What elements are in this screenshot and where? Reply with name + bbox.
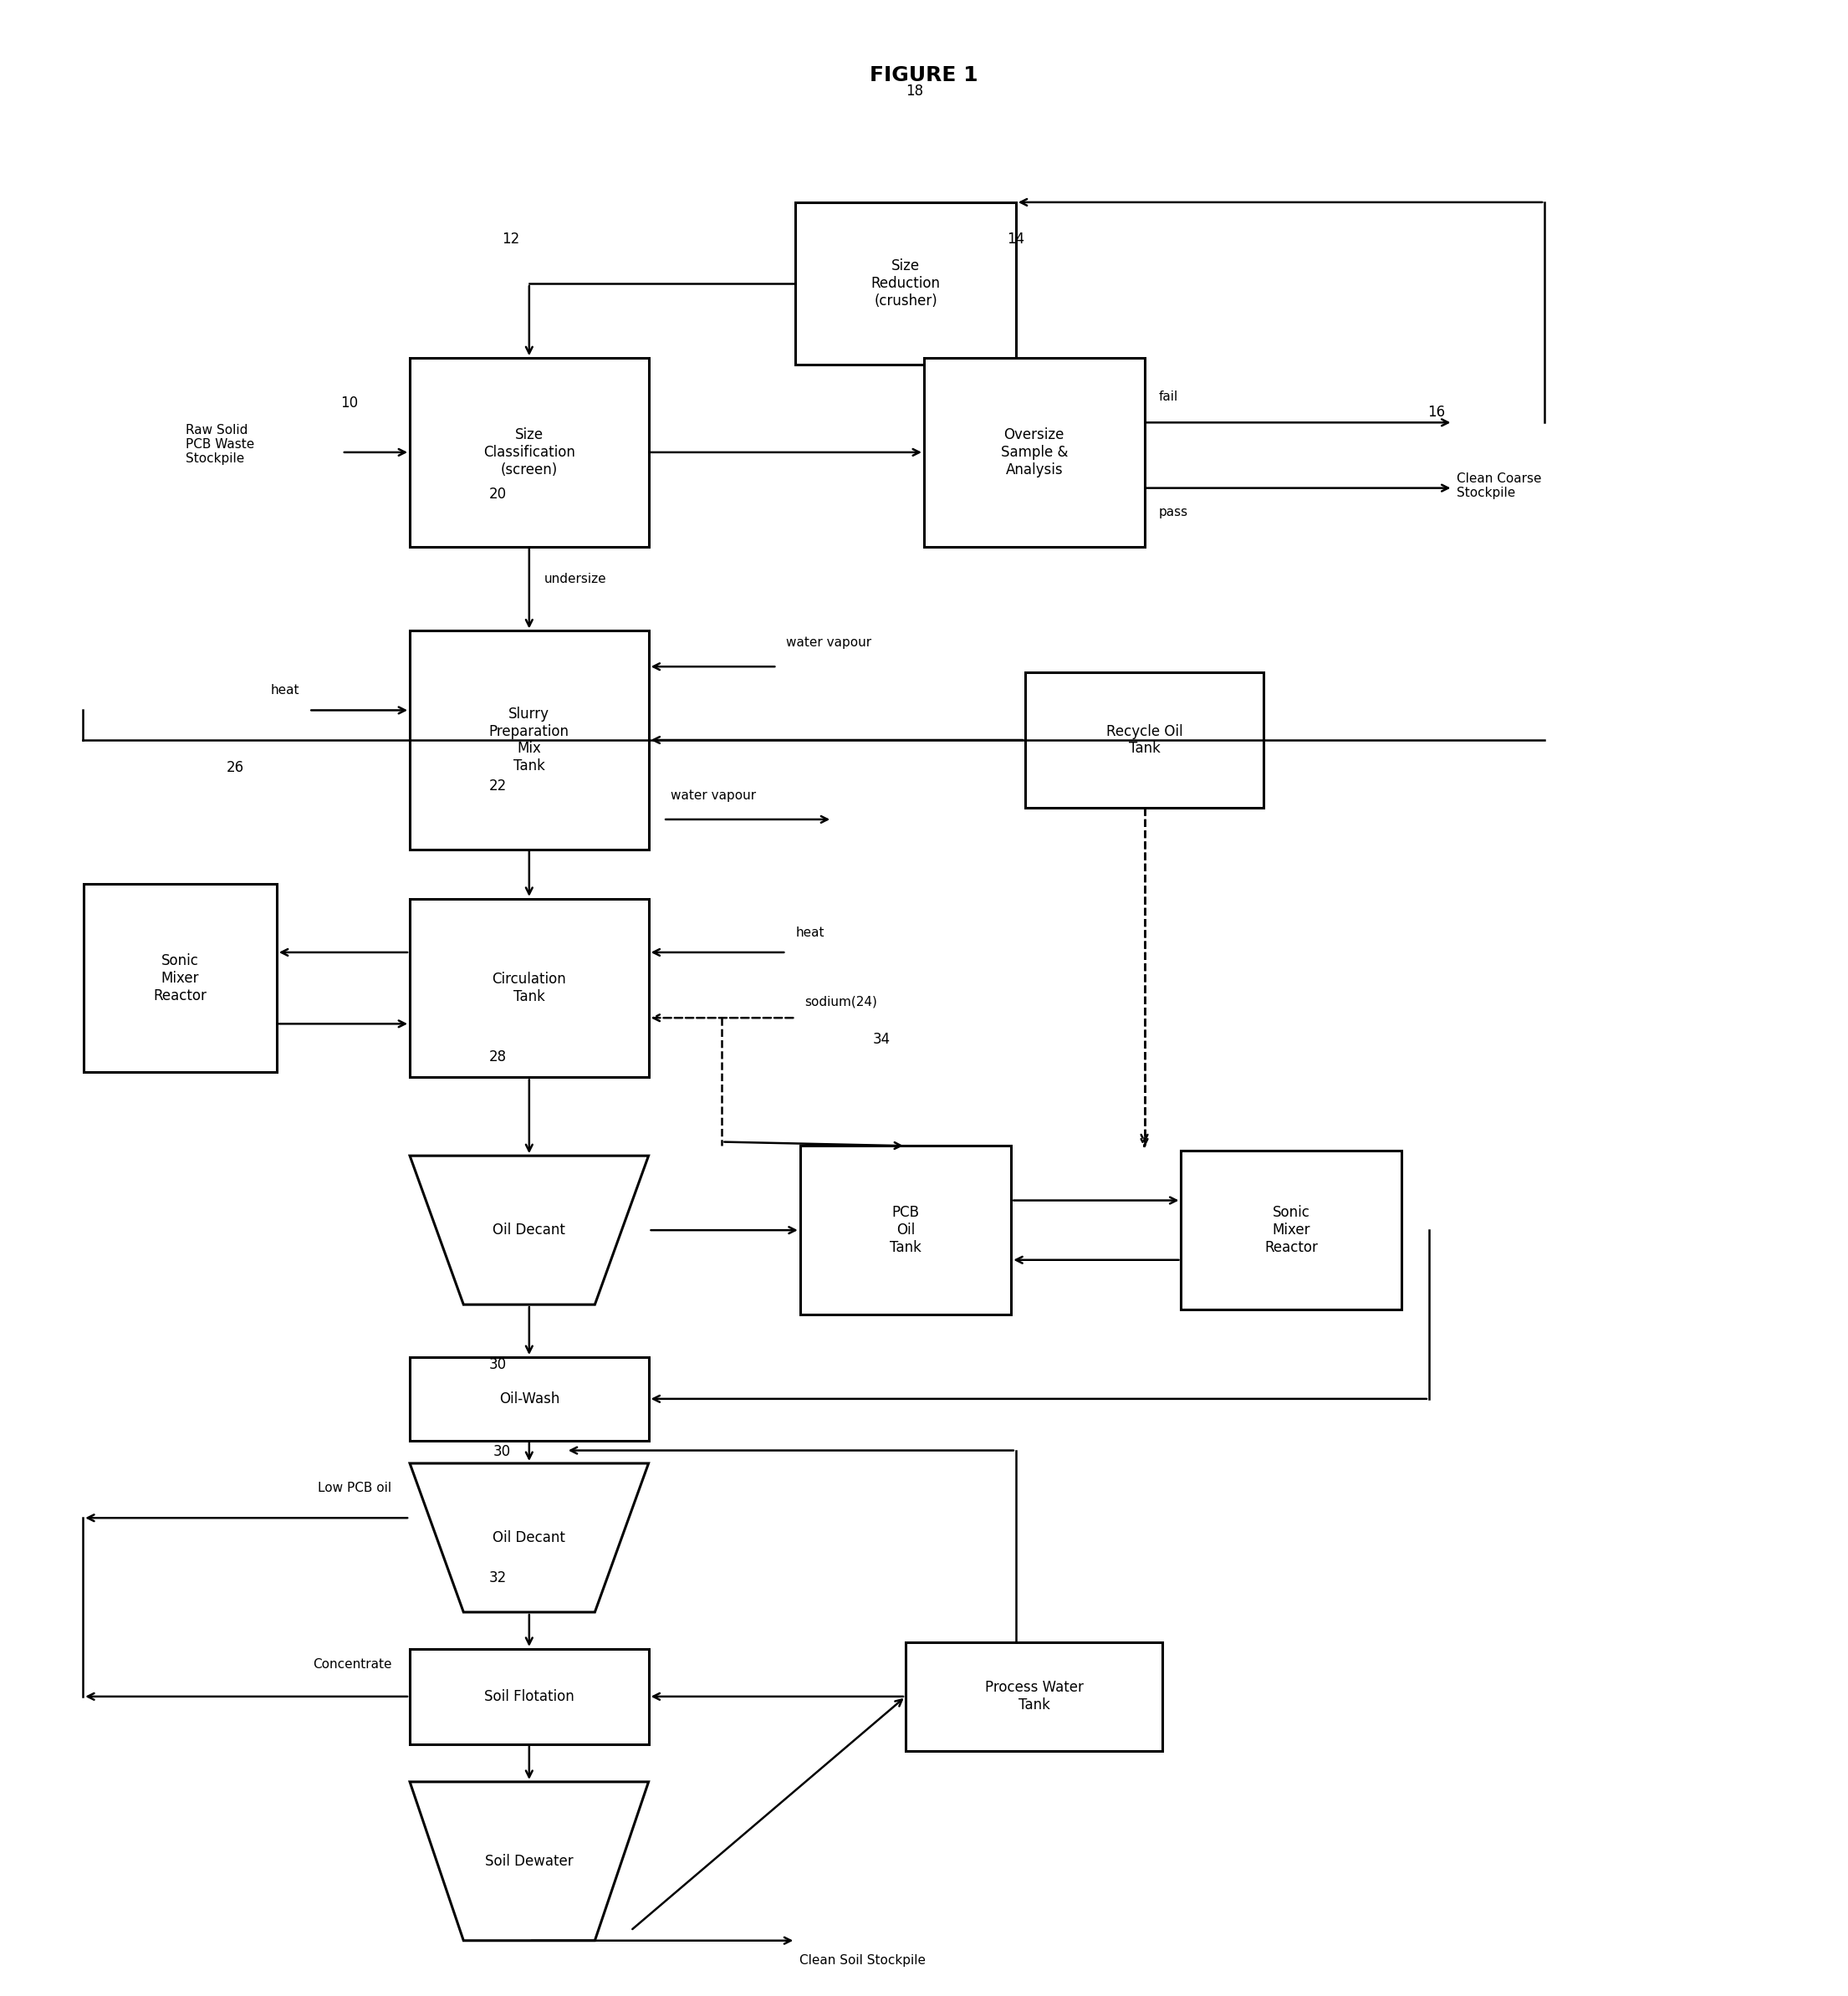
Text: Size
Classification
(screen): Size Classification (screen) — [482, 427, 575, 477]
Text: 12: 12 — [501, 232, 519, 248]
Text: Clean Soil Stockpile: Clean Soil Stockpile — [798, 1954, 926, 1966]
Bar — [1026, 673, 1264, 808]
Text: 14: 14 — [1007, 232, 1024, 248]
Text: pass: pass — [1159, 505, 1188, 519]
Text: 30: 30 — [488, 1357, 506, 1371]
Bar — [795, 202, 1016, 365]
Text: Raw Solid
PCB Waste
Stockpile: Raw Solid PCB Waste Stockpile — [187, 423, 255, 465]
Bar — [410, 898, 649, 1078]
Bar — [924, 357, 1144, 547]
Text: Process Water
Tank: Process Water Tank — [985, 1681, 1083, 1713]
Text: Circulation
Tank: Circulation Tank — [492, 972, 565, 1004]
Text: Sonic
Mixer
Reactor: Sonic Mixer Reactor — [153, 954, 207, 1004]
Text: Oversize
Sample &
Analysis: Oversize Sample & Analysis — [1000, 427, 1068, 477]
Bar — [1181, 1152, 1401, 1309]
Text: Soil Flotation: Soil Flotation — [484, 1689, 575, 1705]
Text: 30: 30 — [493, 1445, 510, 1459]
Text: Sonic
Mixer
Reactor: Sonic Mixer Reactor — [1264, 1206, 1318, 1255]
Bar — [83, 884, 277, 1072]
Bar — [800, 1146, 1011, 1315]
Text: PCB
Oil
Tank: PCB Oil Tank — [889, 1206, 922, 1255]
Text: 28: 28 — [488, 1050, 506, 1064]
Text: Oil Decant: Oil Decant — [493, 1531, 565, 1545]
Text: Size
Reduction
(crusher): Size Reduction (crusher) — [870, 259, 941, 309]
Polygon shape — [410, 1782, 649, 1940]
Text: water vapour: water vapour — [785, 637, 872, 649]
Text: 10: 10 — [340, 395, 359, 411]
Text: 20: 20 — [488, 487, 506, 501]
Text: heat: heat — [795, 926, 824, 938]
Text: FIGURE 1: FIGURE 1 — [870, 66, 978, 86]
Text: fail: fail — [1159, 391, 1179, 403]
Text: 22: 22 — [488, 778, 506, 794]
Text: 18: 18 — [906, 84, 924, 100]
Text: Low PCB oil: Low PCB oil — [318, 1481, 392, 1495]
Text: Oil Decant: Oil Decant — [493, 1224, 565, 1238]
Text: Clean Coarse
Stockpile: Clean Coarse Stockpile — [1456, 473, 1541, 499]
Text: heat: heat — [272, 685, 299, 697]
Text: water vapour: water vapour — [671, 788, 756, 802]
Text: Recycle Oil
Tank: Recycle Oil Tank — [1107, 725, 1183, 756]
Text: Slurry
Preparation
Mix
Tank: Slurry Preparation Mix Tank — [490, 707, 569, 774]
Polygon shape — [410, 1463, 649, 1613]
Text: Oil-Wash: Oil-Wash — [499, 1391, 560, 1407]
Text: undersize: undersize — [543, 573, 606, 585]
Bar — [410, 631, 649, 848]
Text: sodium(24): sodium(24) — [804, 996, 878, 1008]
Text: 32: 32 — [488, 1571, 506, 1585]
Bar — [906, 1643, 1162, 1750]
Bar — [410, 1357, 649, 1441]
Bar — [410, 357, 649, 547]
Text: 16: 16 — [1427, 405, 1445, 419]
Text: Concentrate: Concentrate — [312, 1659, 392, 1671]
Bar — [410, 1649, 649, 1745]
Text: 26: 26 — [225, 760, 244, 774]
Text: 34: 34 — [872, 1032, 891, 1046]
Text: Soil Dewater: Soil Dewater — [484, 1854, 573, 1868]
Polygon shape — [410, 1156, 649, 1305]
